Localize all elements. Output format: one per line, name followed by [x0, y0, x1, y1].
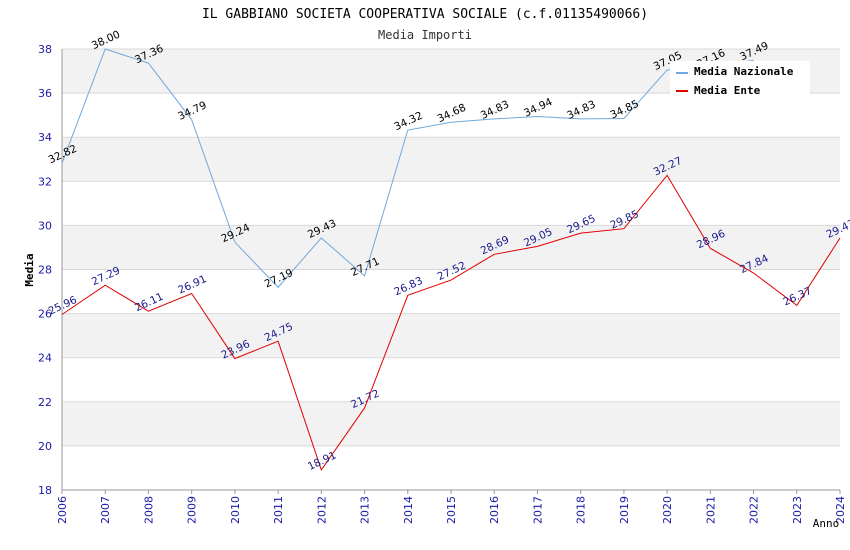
x-tick-label: 2023 — [791, 496, 804, 524]
y-axis-ticks: 18 20 22 24 26 28 30 32 34 36 38 — [38, 43, 52, 497]
y-axis-title: Media — [23, 253, 36, 286]
x-tick-label: 2008 — [142, 496, 155, 524]
chart-title: IL GABBIANO SOCIETA COOPERATIVA SOCIALE … — [202, 7, 648, 22]
y-tick-label: 30 — [38, 219, 52, 232]
legend: Media Nazionale Media Ente — [670, 61, 810, 97]
plot-band — [62, 181, 840, 226]
plot-band — [62, 401, 840, 446]
legend-label-media-nazionale: Media Nazionale — [694, 65, 794, 78]
plot-band — [62, 137, 840, 182]
y-tick-label: 20 — [38, 440, 52, 453]
plot-band — [62, 93, 840, 138]
x-tick-label: 2007 — [99, 496, 112, 524]
plot-band — [62, 445, 840, 490]
x-tick-label: 2024 — [834, 496, 847, 524]
legend-box — [670, 61, 810, 97]
x-tick-label: 2018 — [575, 496, 588, 524]
x-tick-label: 2010 — [229, 496, 242, 524]
series-lines — [61, 48, 841, 472]
x-axis-ticks: 2006 2007 2008 2009 2010 2011 2012 2013 2014 2015… — [56, 490, 847, 524]
x-tick-label: 2014 — [402, 496, 415, 524]
x-tick-label: 2019 — [618, 496, 631, 524]
chart-subtitle: Media Importi — [378, 28, 472, 42]
plot-band — [62, 357, 840, 402]
x-tick-label: 2013 — [359, 496, 372, 524]
x-tick-label: 2015 — [445, 496, 458, 524]
y-tick-label: 34 — [38, 131, 52, 144]
x-tick-label: 2009 — [186, 496, 199, 524]
series-line-1 — [61, 174, 841, 472]
x-tick-label: 2020 — [661, 496, 674, 524]
y-tick-label: 28 — [38, 264, 52, 277]
x-tick-label: 2012 — [315, 496, 328, 524]
x-tick-label: 2016 — [488, 496, 501, 524]
legend-label-media-ente: Media Ente — [694, 84, 761, 97]
y-tick-label: 26 — [38, 308, 52, 321]
x-tick-label: 2022 — [748, 496, 761, 524]
plot-band — [62, 313, 840, 358]
x-tick-label: 2006 — [56, 496, 69, 524]
y-tick-label: 38 — [38, 43, 52, 56]
x-tick-label: 2011 — [272, 496, 285, 524]
y-tick-label: 36 — [38, 87, 52, 100]
x-tick-label: 2017 — [531, 496, 544, 524]
x-axis-title: Anno — [813, 517, 840, 530]
y-tick-label: 18 — [38, 484, 52, 497]
y-tick-label: 24 — [38, 352, 52, 365]
plot-band — [62, 269, 840, 314]
y-tick-label: 32 — [38, 175, 52, 188]
y-tick-label: 22 — [38, 396, 52, 409]
x-tick-label: 2021 — [704, 496, 717, 524]
series-line-0 — [61, 48, 754, 289]
